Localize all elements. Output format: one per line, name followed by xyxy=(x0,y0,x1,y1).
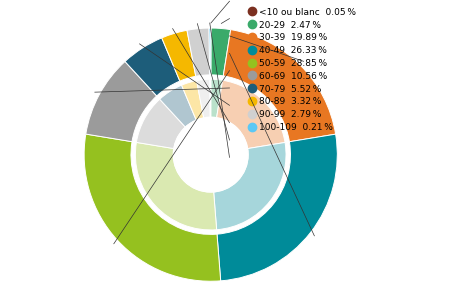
Wedge shape xyxy=(160,85,196,127)
Wedge shape xyxy=(211,79,223,118)
Wedge shape xyxy=(86,62,157,142)
Wedge shape xyxy=(197,79,210,118)
Legend: <10 ou blanc  0.05 %, 20-29  2.47 %, 30-39  19.89 %, 40-49  26.33 %, 50-59  28.8: <10 ou blanc 0.05 %, 20-29 2.47 %, 30-39… xyxy=(252,8,356,132)
Wedge shape xyxy=(136,99,185,148)
Circle shape xyxy=(173,117,248,192)
Wedge shape xyxy=(211,28,231,76)
Wedge shape xyxy=(214,142,286,230)
Wedge shape xyxy=(162,30,196,81)
Wedge shape xyxy=(209,28,211,75)
Wedge shape xyxy=(217,134,337,281)
Wedge shape xyxy=(125,38,180,96)
Wedge shape xyxy=(84,134,221,281)
Wedge shape xyxy=(182,81,204,120)
Wedge shape xyxy=(217,80,285,148)
Wedge shape xyxy=(187,28,210,76)
Wedge shape xyxy=(210,79,211,117)
Wedge shape xyxy=(223,30,336,142)
Wedge shape xyxy=(135,142,217,230)
